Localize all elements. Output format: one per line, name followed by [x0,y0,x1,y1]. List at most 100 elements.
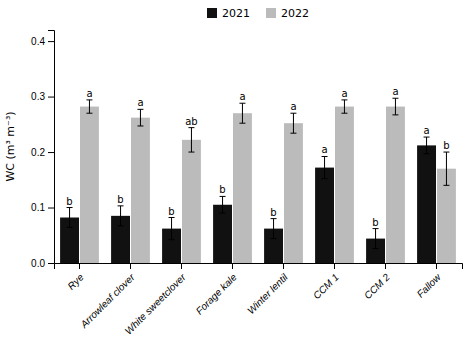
error-bar-stem [375,229,376,249]
significance-letter: b [219,184,225,195]
error-bar-stem [324,156,325,178]
axis-line [55,264,463,270]
error-bar-cap [169,217,175,218]
bar [80,107,99,263]
x-tick-mark [232,263,233,269]
legend-label: 2021 [222,7,250,20]
significance-letter: a [423,125,429,136]
bar [284,123,303,263]
bar [386,107,405,263]
error-bar-stem [426,137,427,154]
x-tick: White sweetclover [123,263,189,337]
error-bar-cap [392,114,398,115]
error-bar-stem [344,100,345,113]
x-tick-mark [181,263,182,269]
error-bar-cap [188,127,194,128]
y-tick: 0.2 [31,147,54,158]
legend-swatch [207,8,217,18]
error-bar-stem [69,208,70,228]
x-tick: Rye [65,263,86,292]
x-tick-mark [130,263,131,269]
y-tick: 0.3 [31,91,54,102]
x-tick-mark [283,263,284,269]
y-tick: 0.4 [31,36,54,47]
legend: 2021 2022 [207,7,309,20]
error-bar-cap [137,109,143,110]
x-tick: CCM 2 [362,263,392,301]
x-tick-label: Rye [65,271,86,292]
significance-letter: a [321,144,327,155]
error-bar-cap [322,178,328,179]
error-bar-stem [273,219,274,239]
error-bar-cap [239,103,245,104]
error-bar-cap [86,113,92,114]
error-bar-cap [169,239,175,240]
error-bar [290,113,296,133]
y-tick-label: 0.3 [31,91,45,102]
error-bar [67,208,73,228]
significance-letter: a [341,88,347,99]
marks [60,98,456,263]
error-bar-cap [188,152,194,153]
bar [315,168,334,263]
x-tick-label: Fallow [415,271,444,300]
y-tick-label: 0.0 [31,258,45,269]
error-bar-stem [89,100,90,113]
error-bar [239,103,245,123]
error-bar-cap [341,99,347,100]
significance-letter: b [443,140,449,151]
annotations: bbbbbabaaaabaaaab [66,86,449,227]
significance-letter: a [290,101,296,112]
error-bar-cap [220,196,226,197]
x-tick: CCM 1 [311,263,341,301]
error-bar-cap [322,156,328,157]
significance-letter: b [270,207,276,218]
error-bar-cap [220,213,226,214]
error-bar [341,100,347,113]
x-tick-label: Forage kale [194,271,239,316]
error-bar [373,229,379,249]
axis-line [48,31,55,264]
x-tick-mark [334,263,335,269]
error-bar-stem [222,196,223,213]
error-bar [322,156,328,178]
x-tick: Fallow [415,263,444,300]
error-bar-cap [271,238,277,239]
error-bar-cap [67,207,73,208]
y-axis: 0.0 0.1 0.2 0.3 0.4 [31,31,54,269]
bar [417,145,436,263]
x-tick-label: White sweetclover [123,271,189,337]
error-bar-cap [373,228,379,229]
x-tick-label: CCM 1 [311,271,341,301]
error-bar-cap [373,248,379,249]
bar [182,140,201,263]
error-bar [424,137,430,154]
bar [213,205,232,263]
error-bar-cap [137,125,143,126]
chart-svg: 0.00.10.20.30.4RyeArrowleaf cloverWhite … [0,0,474,353]
error-bar-cap [67,227,73,228]
error-bar [169,218,175,240]
error-bar-cap [290,133,296,134]
significance-letter: ab [185,116,197,127]
x-tick: Winter lentil [245,263,290,316]
error-bar-cap [239,123,245,124]
error-bar [188,128,194,152]
y-tick-label: 0.1 [31,202,45,213]
legend-item: 2021 [207,7,250,20]
bar [131,118,150,263]
legend-item: 2022 [266,7,309,20]
y-tick-mark [48,41,54,42]
legend-swatch [266,8,276,18]
error-bar-cap [118,205,124,206]
legend-label: 2022 [281,7,309,20]
error-bar-stem [293,113,294,133]
x-tick-mark [79,263,80,269]
error-bar-cap [443,185,449,186]
chart-container: 0.00.10.20.30.4RyeArrowleaf cloverWhite … [0,0,474,353]
error-bar-cap [392,98,398,99]
y-tick-label: 0.4 [31,36,45,47]
error-bar-cap [424,137,430,138]
error-bar-stem [120,206,121,226]
error-bar-stem [446,152,447,185]
